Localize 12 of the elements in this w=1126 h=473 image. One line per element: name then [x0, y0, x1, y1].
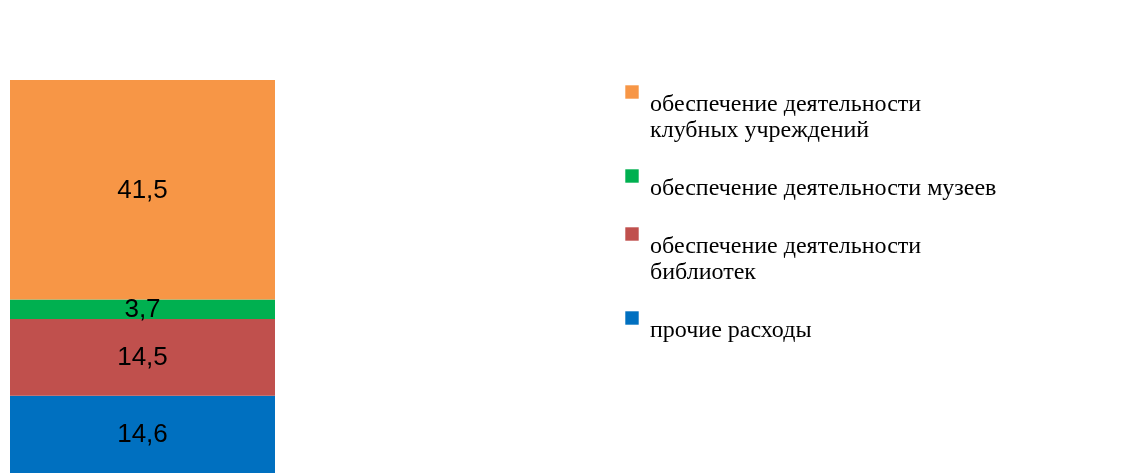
bar [10, 319, 275, 396]
legend-label: прочие расходы [650, 316, 812, 342]
legend-label: обеспечение деятельности клубных учреждений [650, 90, 922, 142]
data-label: 14,6 [117, 418, 168, 449]
bar [10, 395, 275, 473]
bar [10, 80, 275, 300]
bar [10, 299, 275, 320]
data-label: 14,5 [117, 341, 168, 372]
data-label: 41,5 [117, 173, 168, 204]
data-label: 3,7 [124, 293, 161, 324]
legend-label: обеспечение деятельности библиотек [650, 232, 922, 284]
legend-label: обеспечение деятельности музеев [650, 174, 997, 200]
